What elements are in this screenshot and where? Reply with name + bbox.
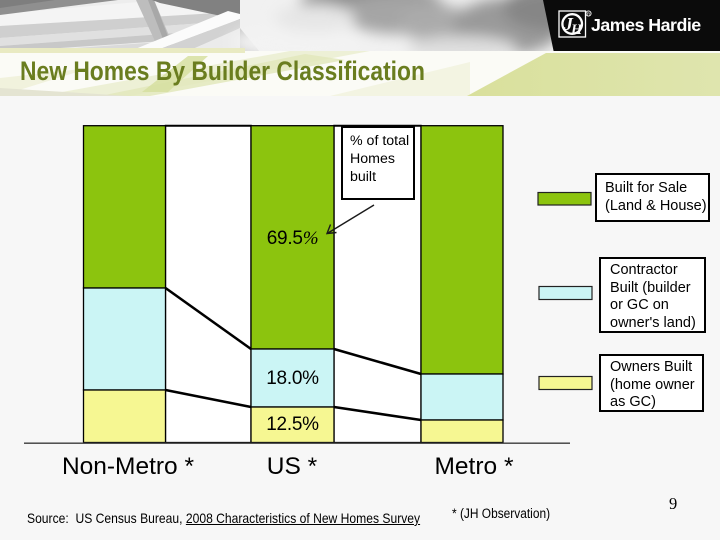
svg-text:James Hardie: James Hardie xyxy=(591,15,701,35)
svg-text:J: J xyxy=(563,14,574,34)
svg-text:H: H xyxy=(570,22,583,38)
svg-text:R: R xyxy=(587,12,591,17)
